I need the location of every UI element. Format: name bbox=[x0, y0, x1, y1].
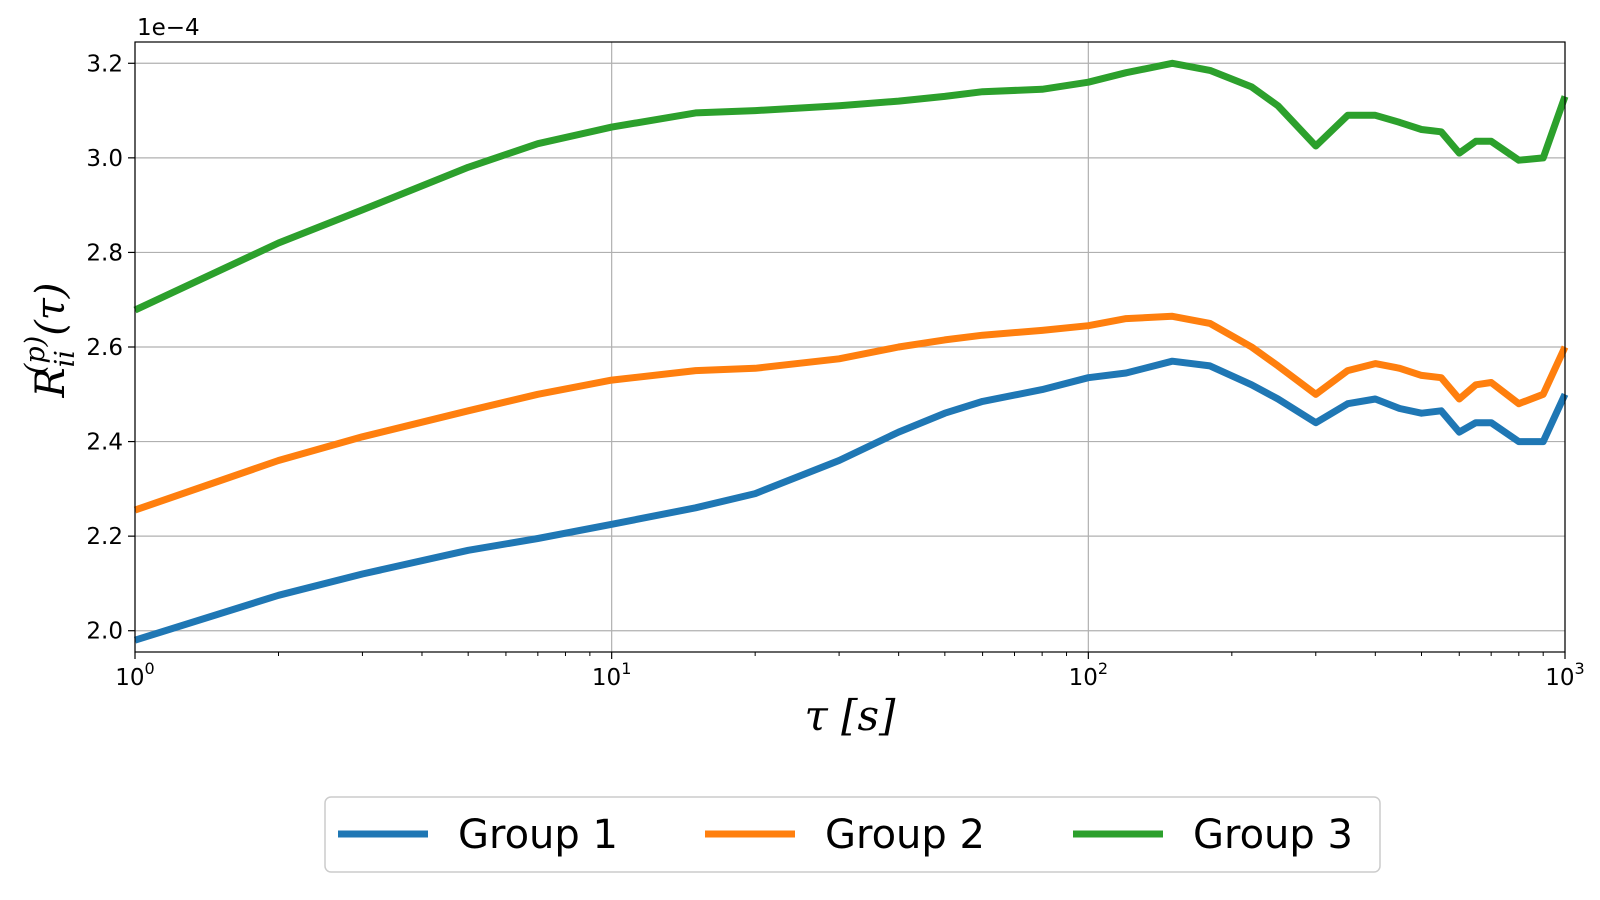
x-tick-label: 102 bbox=[1069, 659, 1108, 691]
legend-label-3: Group 3 bbox=[1193, 812, 1353, 858]
y-tick-label: 3.2 bbox=[86, 51, 123, 77]
y-tick-label: 2.0 bbox=[86, 619, 123, 645]
legend: Group 1 Group 2 Group 3 bbox=[324, 796, 1381, 873]
y-tick-label: 3.0 bbox=[86, 146, 123, 172]
series-line-3 bbox=[133, 59, 1569, 314]
y-axis-label-main: R bbox=[28, 367, 74, 398]
x-tick-label: 103 bbox=[1545, 659, 1584, 691]
grid-layer bbox=[134, 42, 1566, 652]
x-tick-label: 100 bbox=[115, 659, 154, 691]
y-axis-label-arg: (τ) bbox=[28, 282, 74, 335]
y-tick-label: 2.6 bbox=[86, 335, 123, 361]
y-axis-label-sup: (p) bbox=[20, 336, 51, 374]
ticks-layer: 100 101 102 103 2.0 2.2 2.4 2.6 2.8 3.0 3.2 bbox=[86, 51, 1584, 691]
y-tick-label: 2.2 bbox=[86, 524, 123, 550]
svg-text:Rii(p)(τ): Rii(p)(τ) bbox=[20, 282, 81, 398]
series-line-1 bbox=[133, 357, 1569, 644]
legend-box bbox=[324, 796, 1381, 873]
legend-label-1: Group 1 bbox=[458, 812, 618, 858]
y-axis-label-sub: ii bbox=[50, 350, 81, 367]
series-line-2 bbox=[133, 312, 1569, 514]
series-layer bbox=[133, 59, 1569, 644]
y-tick-label: 2.4 bbox=[86, 430, 123, 456]
x-tick-label: 101 bbox=[592, 659, 631, 691]
legend-items: Group 1 Group 2 Group 3 bbox=[338, 812, 1353, 858]
y-multiplier-label: 1e−4 bbox=[137, 15, 200, 41]
y-tick-label: 2.8 bbox=[86, 240, 123, 266]
x-axis-label: τ [s] bbox=[805, 691, 897, 740]
legend-label-2: Group 2 bbox=[825, 812, 985, 858]
y-axis-label: Rii(p)(τ) bbox=[20, 282, 81, 398]
